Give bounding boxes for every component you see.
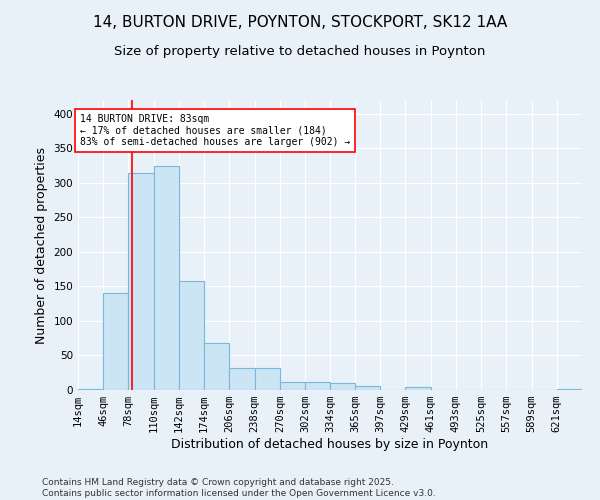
Bar [229, 368, 254, 390]
Text: Size of property relative to detached houses in Poynton: Size of property relative to detached ho… [115, 45, 485, 58]
Text: 14, BURTON DRIVE, POYNTON, STOCKPORT, SK12 1AA: 14, BURTON DRIVE, POYNTON, STOCKPORT, SK… [93, 15, 507, 30]
Bar [154, 166, 179, 390]
Bar [179, 281, 204, 390]
Bar [280, 382, 305, 390]
Bar [78, 388, 103, 390]
Bar [557, 388, 582, 390]
Text: 14 BURTON DRIVE: 83sqm
← 17% of detached houses are smaller (184)
83% of semi-de: 14 BURTON DRIVE: 83sqm ← 17% of detached… [80, 114, 350, 147]
Bar [128, 172, 154, 390]
Bar [103, 294, 128, 390]
Bar [331, 383, 355, 390]
Bar [355, 386, 380, 390]
X-axis label: Distribution of detached houses by size in Poynton: Distribution of detached houses by size … [172, 438, 488, 451]
Bar [406, 387, 431, 390]
Bar [305, 382, 331, 390]
Bar [254, 368, 280, 390]
Y-axis label: Number of detached properties: Number of detached properties [35, 146, 48, 344]
Text: Contains HM Land Registry data © Crown copyright and database right 2025.
Contai: Contains HM Land Registry data © Crown c… [42, 478, 436, 498]
Bar [204, 343, 229, 390]
